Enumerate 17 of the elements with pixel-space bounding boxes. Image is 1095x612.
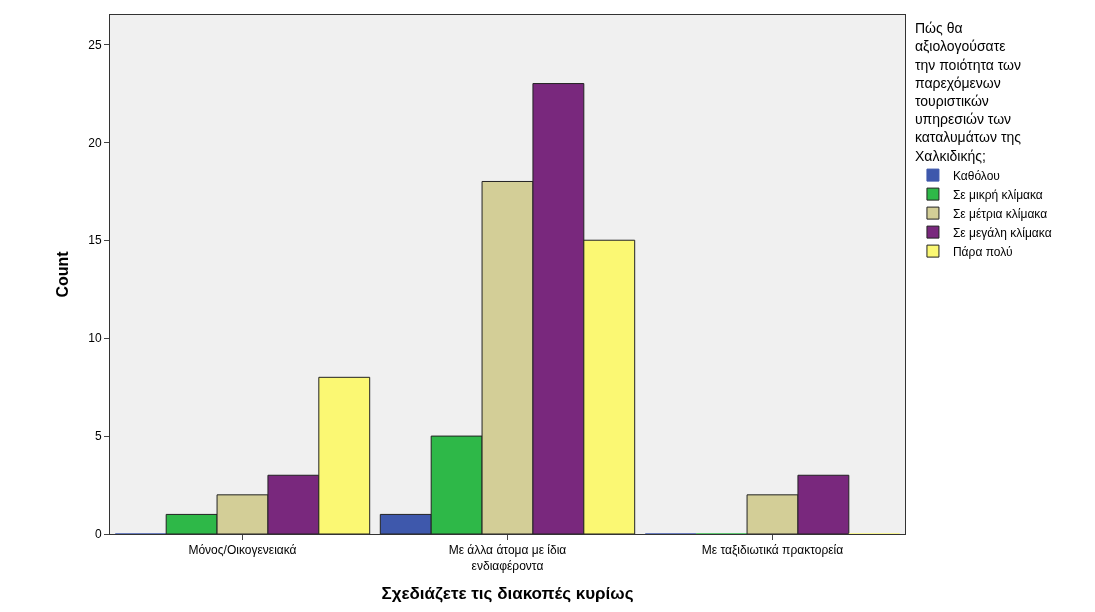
y-tick-label: 5 xyxy=(94,429,102,444)
legend-title: Πώς θα αξιολογούσατε την ποιότητα των παρεχόμενων τουριστικών υπηρεσιών των καταλυμάτων της Χαλκιδικής; xyxy=(914,20,1022,164)
y-tick-label: 25 xyxy=(88,37,102,52)
y-axis-title: Count xyxy=(54,250,72,298)
legend-label: Καθόλου xyxy=(952,168,1000,183)
x-tick-label: Με άλλα άτομα με ίδια ενδιαφέροντα xyxy=(448,543,567,573)
legend-label: Σε μέτρια κλίμακα xyxy=(952,206,1048,221)
x-tick-label: Μόνος/Οικογενειακά xyxy=(188,543,297,558)
x-tick-label: Με ταξιδιωτικά πρακτορεία xyxy=(701,543,844,558)
x-axis-title: Σχεδιάζετε τις διακοπές κυρίως xyxy=(381,584,634,604)
legend-label: Πάρα πολύ xyxy=(952,244,1013,259)
y-tick-label: 0 xyxy=(94,527,102,542)
y-tick-label: 20 xyxy=(88,135,102,150)
legend-label: Σε μεγάλη κλίμακα xyxy=(952,225,1052,240)
y-tick-label: 15 xyxy=(88,233,102,248)
legend-label: Σε μικρή κλίμακα xyxy=(952,187,1043,202)
y-tick-label: 10 xyxy=(88,331,102,346)
